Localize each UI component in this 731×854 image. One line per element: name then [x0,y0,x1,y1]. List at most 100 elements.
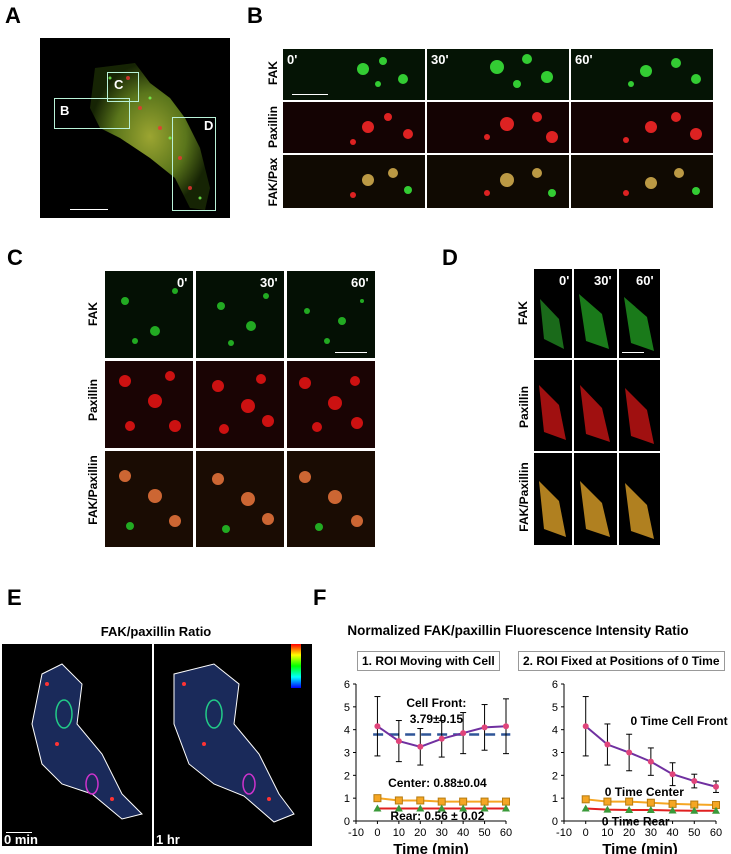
data-point [646,806,655,814]
x-tick-label: 20 [623,827,635,839]
x-axis-label: Time (min) [393,841,469,854]
roi-box-c [107,72,139,102]
panel-e-time-right: 1 hr [156,832,180,847]
data-point [626,749,633,756]
x-tick-label: 30 [436,827,448,839]
y-tick-label: 5 [552,702,558,714]
panel-d-fak-30 [574,269,617,358]
panel-b-merge-60 [571,155,713,208]
annotation: Center: 0.88±0.04 [388,776,487,790]
panel-d-merge-30 [574,453,617,545]
data-point [646,798,655,807]
x-tick-label: 50 [688,827,700,839]
y-tick-label: 5 [344,702,350,714]
annotation: 3.79±0.15 [410,712,464,726]
x-tick-label: 0 [583,827,589,839]
data-point [668,806,677,814]
panel-c-merge-30 [196,451,284,547]
panel-b-row-paxillin: Paxillin [266,105,280,149]
x-tick-label: -10 [348,827,364,839]
data-point [712,806,720,814]
x-tick-label: 40 [666,827,678,839]
panel-e-time-left: 0 min [4,832,38,847]
panel-c-fak-30 [196,271,284,358]
x-tick-label: 10 [601,827,613,839]
annotation: Cell Front: [406,696,466,710]
panel-b-merge-0 [283,155,425,208]
y-tick-label: 4 [344,725,350,737]
panel-e-scale-bar [6,832,32,833]
panel-c-time-30: 30' [260,275,278,290]
data-point [373,794,382,803]
panel-c-row-paxillin: Paxillin [86,378,100,422]
roi-box-d [172,117,216,211]
y-tick-label: 1 [344,793,350,805]
data-point [394,796,403,805]
panel-d-fak-60 [619,269,660,358]
data-point [502,797,510,806]
data-point [459,804,468,812]
data-point [480,797,489,806]
y-tick-label: 0 [552,816,558,828]
data-point [502,804,510,812]
roi-label-c: C [114,77,124,92]
panel-label-b: B [247,3,263,28]
panel-b-time-30: 30' [431,52,449,67]
panel-d-pax-60 [619,360,660,451]
panel-d-merge-0 [534,453,572,545]
data-point [582,723,589,730]
panel-e-left-image [2,644,152,846]
y-tick-label: 0 [344,816,350,828]
y-tick-label: 2 [344,770,350,782]
colorbar [291,644,301,688]
panel-b-pax-60 [571,102,713,153]
annotation: 0 Time Center [605,785,684,799]
panel-c-merge-60 [287,451,375,547]
annotation: 0 Time Rear [602,815,670,829]
panel-b-pax-30 [427,102,569,153]
x-tick-label: 10 [393,827,405,839]
roi-label-d: D [204,118,214,133]
data-point [647,758,654,765]
x-axis-label: Time (min) [602,841,678,854]
panel-label-c: C [7,245,23,270]
panel-b-scale-bar [292,94,328,95]
data-point [690,806,699,814]
annotation: 0 Time Cell Front [631,714,728,728]
panel-f-left-box: 1. ROI Moving with Cell [357,651,500,671]
panel-d-scale-bar [622,352,644,353]
x-tick-label: -10 [556,827,572,839]
panel-c-merge-0 [105,451,193,547]
data-point [438,735,445,742]
panel-c-row-fak: FAK [86,302,100,326]
x-tick-label: 30 [645,827,657,839]
panel-f-right-box: 2. ROI Fixed at Positions of 0 Time [518,651,725,671]
data-point [668,799,677,808]
y-tick-label: 6 [344,679,350,691]
panel-d-merge-60 [619,453,660,545]
y-tick-label: 6 [552,679,558,691]
data-point [459,797,468,806]
annotation: Rear: 0.56 ± 0.02 [390,809,484,823]
panel-label-e: E [7,585,22,610]
data-point [603,805,612,813]
panel-label-f: F [313,585,327,610]
panel-d-pax-30 [574,360,617,451]
panel-d-row-merge: FAK/Paxillin [517,462,531,532]
panel-d-fak-0 [534,269,572,358]
data-point [480,804,489,812]
panel-e-right-image [154,644,312,846]
data-point [437,797,446,806]
y-tick-label: 3 [344,748,350,760]
panel-f-title: Normalized FAK/paxillin Fluorescence Int… [347,623,689,638]
panel-c-pax-30 [196,361,284,448]
panel-d-time-60: 60' [636,273,654,288]
data-point [416,804,425,812]
panel-b-row-merge: FAK/Pax [266,157,280,207]
data-point [373,804,382,812]
data-point [395,738,402,745]
panel-d-row-paxillin: Paxillin [517,385,531,429]
